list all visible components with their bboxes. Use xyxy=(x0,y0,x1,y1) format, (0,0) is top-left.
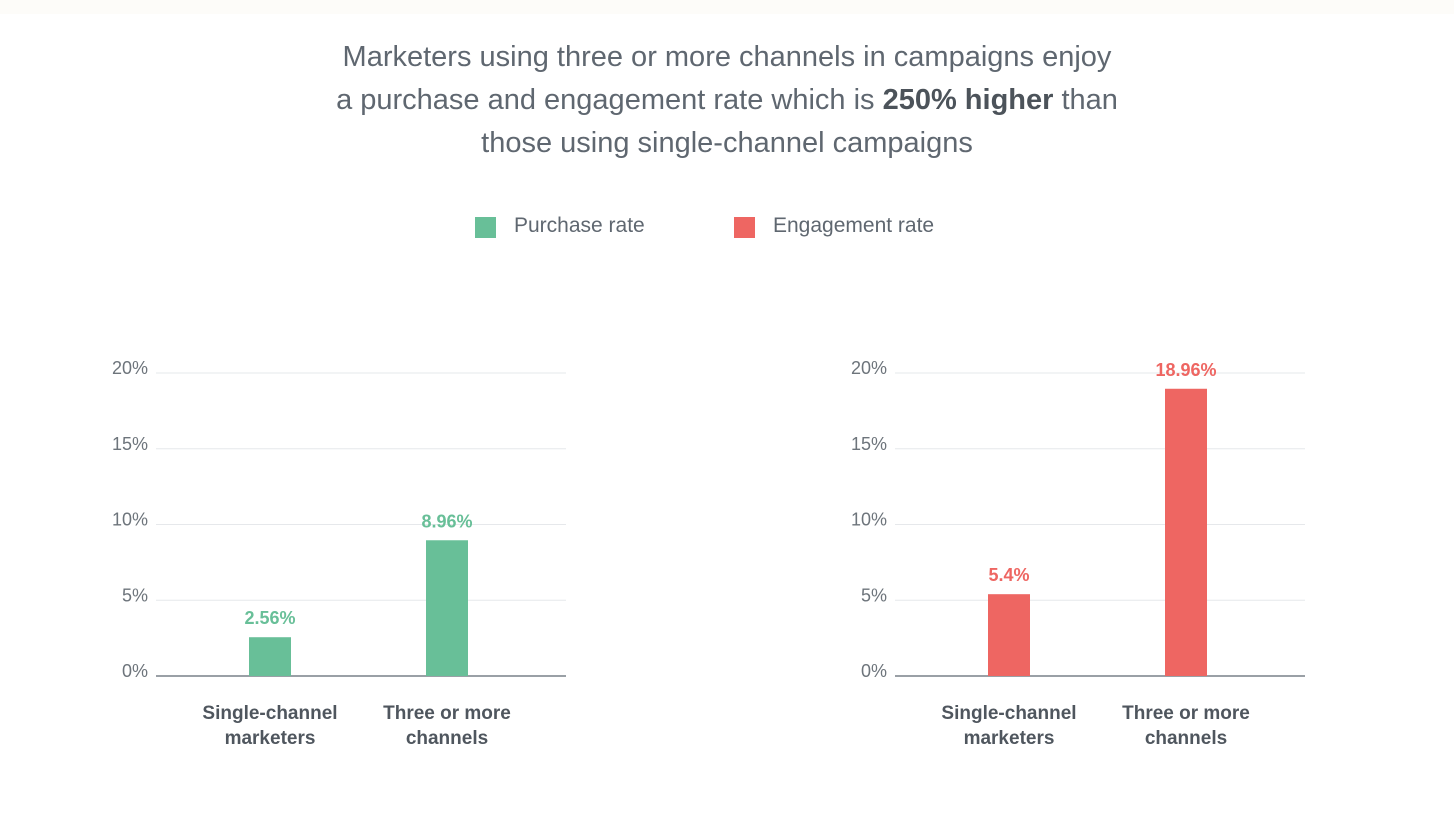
headline-emphasis: 250% higher xyxy=(882,84,1054,116)
legend-swatch-engagement-rate xyxy=(734,217,755,238)
x-category-label: Single-channel xyxy=(202,703,337,724)
bar xyxy=(988,594,1030,676)
y-tick-label: 10% xyxy=(851,510,887,530)
headline-line-3: those using single-channel campaigns xyxy=(481,127,973,159)
purchase-rate-chart: 0% 5% 10% 15% 20% 2.56% Single-channel marketer… xyxy=(112,358,566,749)
x-category-label: marketers xyxy=(964,728,1055,749)
x-category-label: Three or more xyxy=(383,703,511,724)
legend-label-purchase-rate: Purchase rate xyxy=(514,214,645,237)
y-tick-label: 5% xyxy=(122,585,148,605)
bar xyxy=(426,540,468,676)
y-tick-label: 5% xyxy=(861,585,887,605)
legend: Purchase rate Engagement rate xyxy=(0,210,1454,244)
headline-line-2-end: than xyxy=(1053,84,1118,116)
chart-headline: Marketers using three or more channels i… xyxy=(227,36,1227,165)
legend-swatch-purchase-rate xyxy=(475,217,496,238)
x-category-label: Single-channel xyxy=(941,703,1076,724)
headline-line-2: a purchase and engagement rate which is … xyxy=(227,79,1227,122)
bar-value-label: 8.96% xyxy=(421,511,472,531)
y-tick-label: 10% xyxy=(112,510,148,530)
bar xyxy=(1165,388,1207,676)
y-tick-label: 0% xyxy=(861,661,887,681)
engagement-rate-chart: 0% 5% 10% 15% 20% 5.4% Single-channel marketers… xyxy=(851,358,1305,749)
y-tick-label: 20% xyxy=(851,358,887,378)
bar-value-label: 5.4% xyxy=(988,565,1029,585)
top-band xyxy=(0,0,1454,14)
bar-value-label: 2.56% xyxy=(244,608,295,628)
x-category-label: channels xyxy=(1145,728,1227,749)
y-tick-label: 20% xyxy=(112,358,148,378)
x-category-label: marketers xyxy=(225,728,316,749)
y-tick-label: 0% xyxy=(122,661,148,681)
headline-line-1: Marketers using three or more channels i… xyxy=(342,41,1112,73)
bar-value-label: 18.96% xyxy=(1155,360,1216,380)
y-tick-label: 15% xyxy=(851,434,887,454)
y-tick-label: 15% xyxy=(112,434,148,454)
x-category-label: Three or more xyxy=(1122,703,1250,724)
bar xyxy=(249,637,291,676)
x-category-label: channels xyxy=(406,728,488,749)
legend-label-engagement-rate: Engagement rate xyxy=(773,214,935,237)
headline-line-2-start: a purchase and engagement rate which is xyxy=(336,84,883,116)
